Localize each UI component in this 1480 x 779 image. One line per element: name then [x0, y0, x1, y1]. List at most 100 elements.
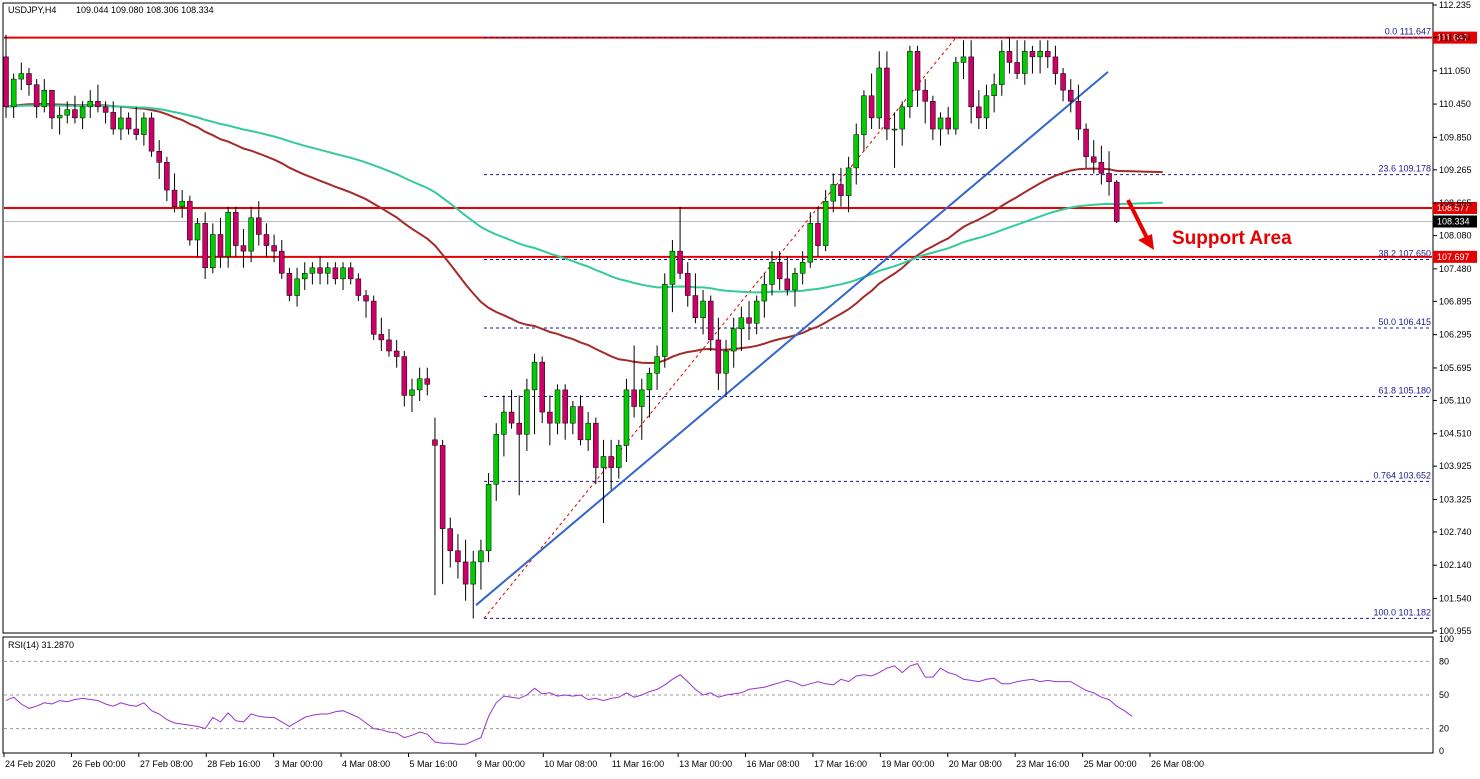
candle [1045, 40, 1051, 68]
candle-body [662, 284, 668, 357]
candle [723, 339, 729, 396]
candle [56, 106, 63, 135]
candle [769, 251, 775, 296]
candle-body [110, 112, 116, 130]
candle-body [118, 117, 124, 130]
candle-body [95, 101, 101, 108]
candle-body [179, 200, 185, 207]
candle [179, 190, 185, 218]
candle-body [884, 67, 890, 130]
moving-average-layer [5, 102, 1163, 365]
candle-body [899, 106, 905, 130]
candle-body [830, 184, 837, 202]
candle-body [945, 117, 951, 130]
candle-body [363, 295, 369, 302]
candle-body [1067, 89, 1074, 102]
candle-body [156, 150, 162, 163]
candle-body [792, 273, 798, 291]
candle [960, 40, 967, 80]
candle-body [347, 267, 354, 280]
candle-body [1083, 128, 1089, 158]
candle [271, 234, 277, 263]
candle [531, 353, 538, 435]
level-price-tag [1433, 202, 1477, 215]
candle-body [914, 51, 921, 91]
candle-body [700, 300, 706, 318]
candle [684, 262, 691, 307]
candle-body [677, 250, 683, 274]
candle-body [991, 84, 997, 96]
candle [845, 156, 852, 213]
candle [317, 256, 323, 285]
candle-body [240, 245, 247, 252]
candle-body [478, 550, 484, 563]
candle-body [922, 89, 928, 102]
candle-body [1113, 181, 1120, 222]
candle-body [309, 267, 316, 274]
candle [1014, 40, 1020, 80]
candle-body [370, 300, 377, 335]
candle-body [570, 406, 576, 424]
candles-layer [3, 34, 1120, 619]
candle [616, 439, 622, 479]
symbol-label: USDJPY,H4 [8, 5, 56, 15]
price-tick-label: 102.740 [1439, 527, 1472, 537]
date-tick-label: 13 Mar 00:00 [679, 759, 732, 769]
candle [294, 267, 300, 307]
candle-body [769, 261, 775, 285]
fib-level-label: 50.0 106.415 [1378, 317, 1431, 327]
candle-body [930, 101, 936, 130]
candle [922, 79, 928, 124]
rsi-line [5, 663, 1133, 745]
candle [953, 56, 959, 135]
candle-body [838, 184, 844, 196]
price-tick-label: 105.695 [1439, 363, 1472, 373]
candle [631, 345, 637, 418]
candle [930, 95, 936, 141]
date-tick-label: 26 Feb 00:00 [72, 759, 125, 769]
candle [125, 112, 132, 135]
candle [1090, 140, 1097, 174]
candle [508, 389, 515, 429]
candle [279, 240, 285, 279]
rsi-layer: 100 80 50 20 0 [4, 634, 1454, 756]
candle-body [194, 223, 201, 241]
candle-body [256, 217, 262, 235]
candle [991, 73, 997, 113]
candle [738, 306, 745, 352]
candle [746, 301, 752, 340]
candle [102, 101, 109, 124]
candle-body [585, 422, 591, 441]
candle-body [547, 411, 553, 424]
candle [455, 534, 461, 579]
candle [3, 34, 9, 118]
candle [792, 267, 798, 307]
price-axis: 112.235 111.650 111.050 110.450 109.850 109.2… [1433, 0, 1472, 636]
candle-body [455, 550, 461, 563]
date-tick-label: 4 Mar 08:00 [342, 759, 390, 769]
candle [210, 223, 216, 274]
rsi-tick-label: 50 [1439, 690, 1449, 700]
price-tick-label: 108.665 [1439, 198, 1472, 208]
price-tick-label: 109.850 [1439, 132, 1472, 142]
price-tick-label: 111.050 [1439, 66, 1470, 76]
candle-body [72, 109, 78, 119]
candle-body [784, 278, 791, 291]
date-tick-label: 9 Mar 00:00 [477, 759, 525, 769]
fib-level-label: 23.6 109.178 [1378, 164, 1431, 174]
candle-body [684, 273, 691, 296]
candle-body [707, 300, 714, 341]
candle [1060, 67, 1066, 102]
candle [485, 473, 492, 562]
candle [493, 423, 499, 501]
price-tick-label: 107.480 [1439, 264, 1472, 274]
candle-body [983, 95, 990, 119]
candle-body [3, 56, 9, 108]
price-tick-label: 110.450 [1439, 99, 1471, 109]
candle-body [393, 350, 400, 357]
candle [577, 395, 584, 446]
candle-body [424, 378, 431, 385]
candle-body [432, 439, 438, 446]
candle-body [33, 84, 40, 108]
candle [416, 367, 423, 401]
